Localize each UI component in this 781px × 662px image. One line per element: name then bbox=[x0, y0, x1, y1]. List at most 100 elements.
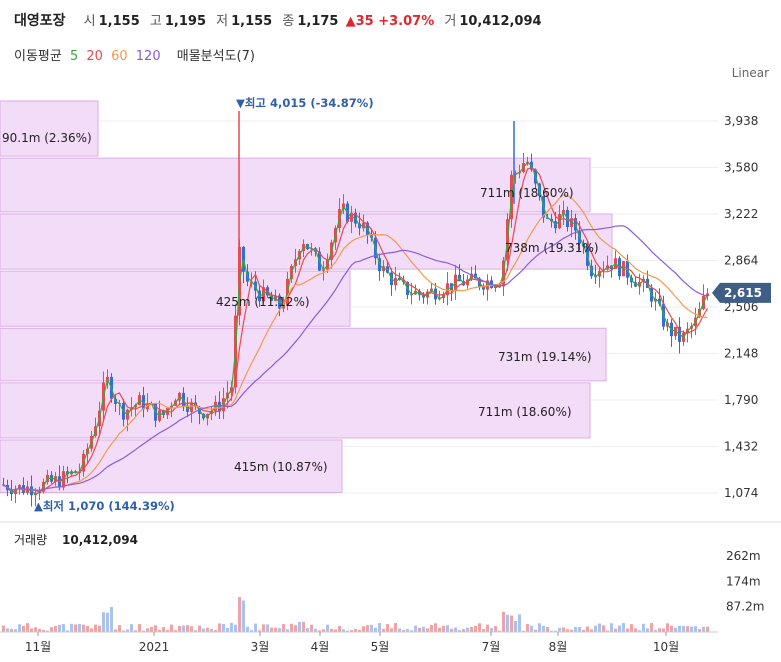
volume-bar bbox=[386, 624, 389, 632]
volume-bar bbox=[54, 626, 57, 632]
volume-bar bbox=[462, 629, 465, 632]
volume-tick-label: 174m bbox=[726, 575, 761, 589]
volume-panel-value: 10,412,094 bbox=[62, 533, 138, 547]
current-price-label: 2,615 bbox=[724, 286, 762, 300]
close-value: 1,175 bbox=[297, 14, 339, 29]
volume-bar bbox=[138, 624, 141, 632]
price-tick-label: 1,790 bbox=[724, 393, 758, 407]
volume-bar bbox=[434, 623, 437, 632]
volume-bar bbox=[650, 623, 653, 632]
volume-bar bbox=[362, 626, 365, 632]
volume-bar bbox=[654, 629, 657, 632]
volume-bar bbox=[50, 627, 53, 632]
volume-bar bbox=[474, 625, 477, 632]
open-label: 시 bbox=[83, 14, 96, 29]
volume-bar bbox=[110, 606, 113, 632]
volume-bar bbox=[554, 630, 557, 632]
volume-bar bbox=[458, 630, 461, 632]
volume-bar bbox=[438, 627, 441, 632]
volume-bar bbox=[558, 627, 561, 632]
volume-bar bbox=[10, 628, 13, 632]
volume-bar bbox=[690, 626, 693, 632]
volume-profile-label: 90.1m (2.36%) bbox=[2, 131, 92, 145]
volume-bar bbox=[442, 625, 445, 632]
volume-bar bbox=[686, 626, 689, 632]
ma60-label: 60 bbox=[111, 49, 128, 64]
volume-bar bbox=[90, 628, 93, 632]
high-label: 고 bbox=[149, 14, 162, 29]
price-tick-label: 1,432 bbox=[724, 440, 758, 454]
scale-mode-toggle[interactable]: Linear bbox=[731, 66, 769, 80]
volume-tick-label: 262m bbox=[726, 549, 761, 563]
volume-bar bbox=[350, 630, 353, 632]
volume-bar bbox=[450, 628, 453, 632]
current-price-tag bbox=[712, 282, 771, 303]
volume-bar bbox=[502, 611, 505, 632]
volume-bar bbox=[34, 627, 37, 632]
volume-bar bbox=[234, 624, 237, 632]
volume-bar bbox=[282, 624, 285, 632]
time-tick-label: 8월 bbox=[549, 640, 568, 654]
volume-bar bbox=[594, 625, 597, 632]
volume-bar bbox=[598, 623, 601, 632]
volume-bar bbox=[374, 627, 377, 632]
high-marker-label: ▼최고 4,015 (-34.87%) bbox=[236, 96, 374, 110]
volume-bar bbox=[662, 628, 665, 632]
time-axis: 11월 2021 3월 4월 5월 7월 8월 10월 bbox=[25, 632, 679, 654]
volume-bar bbox=[454, 627, 457, 632]
volume-bar bbox=[610, 623, 613, 632]
high-value: 1,195 bbox=[164, 14, 206, 29]
volume-bar bbox=[370, 624, 373, 632]
volume-bar bbox=[498, 630, 501, 632]
volume-bar bbox=[314, 628, 317, 632]
volume-bar bbox=[390, 628, 393, 632]
low-marker-label: ▲최저 1,070 (144.39%) bbox=[34, 499, 175, 513]
volume-bar bbox=[82, 624, 85, 632]
volume-bar bbox=[286, 629, 289, 632]
volume-bar bbox=[346, 630, 349, 632]
volume-bar bbox=[278, 628, 281, 632]
volume-bar bbox=[98, 625, 101, 632]
volume-bar bbox=[18, 624, 21, 632]
volume-bar bbox=[494, 626, 497, 632]
ma-legend[interactable]: 이동평균 5 20 60 120 매물분석도(7) bbox=[14, 45, 259, 64]
volume-bar bbox=[706, 626, 709, 632]
volume-bar bbox=[602, 625, 605, 632]
volume-profile-bar bbox=[0, 157, 591, 213]
volume-profile-bar bbox=[0, 100, 99, 157]
volume-profile-bar bbox=[0, 327, 607, 382]
volume-value: 10,412,094 bbox=[459, 14, 542, 29]
volume-bar bbox=[162, 627, 165, 632]
price-tick-label: 1,074 bbox=[724, 486, 758, 500]
volume-profile-bar bbox=[0, 213, 613, 270]
volume-bar bbox=[14, 629, 17, 632]
volume-tick-label: 87.2m bbox=[726, 600, 764, 614]
volume-bar bbox=[606, 630, 609, 632]
volume-bar bbox=[366, 625, 369, 632]
volume-bar bbox=[318, 630, 321, 632]
candle-body bbox=[2, 484, 5, 486]
volume-bar bbox=[190, 626, 193, 632]
volume-bar bbox=[682, 625, 685, 632]
volume-bar bbox=[542, 625, 545, 632]
volume-bar bbox=[514, 620, 517, 632]
volume-profile-label: 425m (11.12%) bbox=[216, 295, 310, 309]
volume-bar bbox=[402, 630, 405, 632]
volume-bar bbox=[38, 628, 41, 632]
ma120-label: 120 bbox=[135, 49, 161, 64]
volume-bar bbox=[526, 623, 529, 632]
volume-bar bbox=[290, 623, 293, 632]
volume-bar bbox=[490, 627, 493, 632]
volume-bar bbox=[74, 624, 77, 632]
volume-panel-label: 거래량 bbox=[14, 533, 47, 547]
volume-bar bbox=[122, 630, 125, 632]
volume-bar bbox=[166, 630, 169, 632]
volume-bar bbox=[2, 625, 5, 632]
volume-bar bbox=[310, 624, 313, 632]
volume-bar bbox=[406, 629, 409, 632]
volume-profile-label: 711m (18.60%) bbox=[480, 186, 574, 200]
volume-bar bbox=[522, 630, 525, 632]
time-tick-label: 3월 bbox=[251, 640, 270, 654]
volume-bar bbox=[294, 625, 297, 632]
